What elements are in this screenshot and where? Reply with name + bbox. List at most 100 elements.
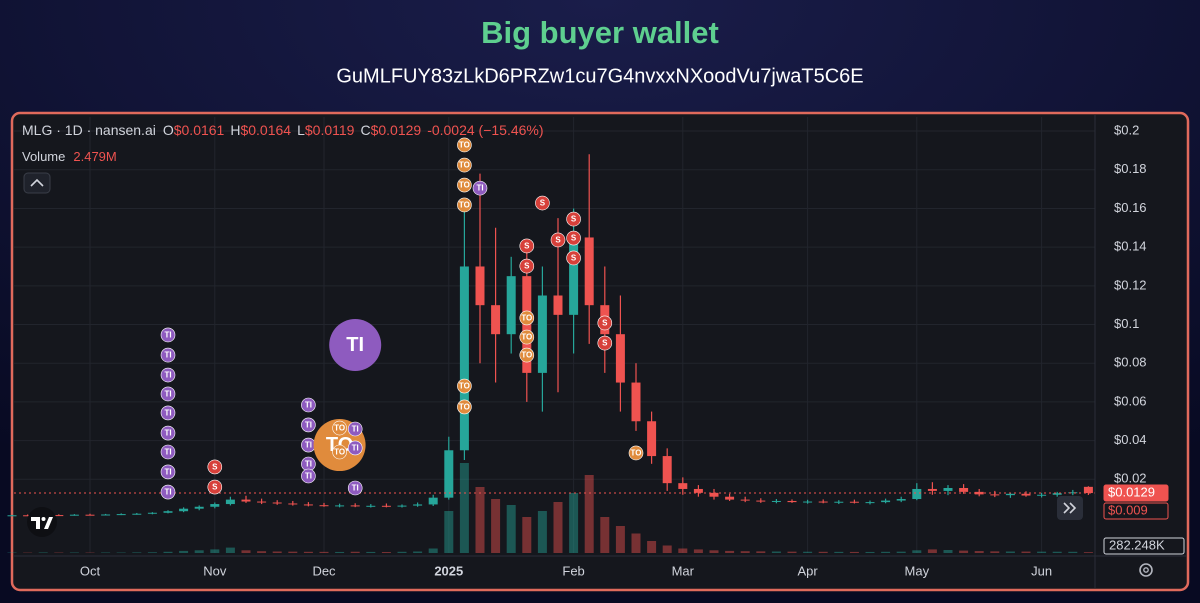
candle-body [335, 505, 345, 507]
trade-marker: TO [457, 157, 472, 173]
volume-bar [319, 551, 329, 553]
marker-dot [550, 232, 566, 248]
volume-bar [1005, 551, 1015, 553]
candle-body [631, 382, 641, 422]
volume-bar [631, 533, 641, 553]
candle-body [725, 496, 735, 500]
y-tick-label: $0.08 [1114, 355, 1147, 370]
candle-body [849, 501, 859, 503]
marker-dot [160, 444, 176, 460]
trade-marker: TI [301, 397, 316, 413]
candle-body [553, 295, 563, 315]
x-tick-label: Nov [203, 563, 227, 578]
candle-body [678, 483, 688, 489]
symbol: MLG · 1D · nansen.ai [22, 122, 156, 138]
trade-marker: TI [160, 405, 176, 421]
volume-bar [959, 550, 969, 553]
volume-bar [179, 550, 189, 553]
marker-label: TO [521, 351, 532, 360]
marker-label: TO [521, 333, 532, 342]
volume-bar [615, 526, 625, 553]
volume-bar [849, 551, 859, 553]
volume-bar [803, 551, 813, 553]
volume-bar [584, 475, 594, 553]
marker-dot [301, 417, 316, 433]
marker-label: TI [164, 409, 171, 418]
ohlc-value: $0.0119 [305, 122, 355, 138]
marker-dot [519, 258, 535, 274]
candle-body [615, 334, 625, 383]
candle-body [303, 504, 313, 506]
candle-body [959, 487, 969, 492]
marker-label: TO [521, 314, 532, 323]
ohlc-value: $0.0161 [174, 122, 225, 138]
marker-label: TI [164, 390, 171, 399]
trade-marker: TI [160, 484, 176, 500]
marker-label: S [555, 236, 561, 245]
marker-dot [566, 230, 581, 246]
marker-dot [535, 195, 550, 211]
candle-body [647, 421, 657, 457]
marker-dot [329, 319, 382, 372]
wallet-address: GuMLFUY83zLkD6PRZw1cu7G4nvxxNXoodVu7jwaT… [336, 65, 863, 87]
volume-bar [132, 552, 142, 553]
candle-body [865, 502, 875, 504]
volume-bar [272, 551, 282, 553]
marker-label: TI [164, 331, 171, 340]
y-tick-label: $0.1 [1114, 316, 1139, 331]
volume-bar [834, 551, 844, 553]
volume-bar [491, 499, 501, 553]
candle-body [381, 505, 391, 507]
trade-marker: TO [519, 310, 535, 326]
marker-label: TO [459, 201, 470, 210]
marker-dot [457, 157, 472, 173]
candle-body [693, 488, 703, 493]
marker-label: S [540, 199, 546, 208]
candle-body [132, 513, 142, 515]
marker-label: TO [459, 382, 470, 391]
y-tick-label: $0.16 [1114, 200, 1147, 215]
volume-bar [1037, 551, 1047, 553]
y-tick-label: $0.06 [1114, 393, 1147, 408]
y-tick-label: $0.02 [1114, 471, 1147, 486]
candle-body [69, 514, 79, 516]
volume-name: Volume [22, 149, 65, 164]
candle-body [163, 511, 173, 513]
candle-body [147, 512, 157, 514]
axes: $0.02 $0.04 $0.06 $0.08 $0.1 $0.12 $0.14 $0.16 $… [14, 115, 1186, 588]
candle-body [927, 488, 937, 491]
ohlc-value: $0.0164 [240, 122, 291, 138]
candle-body [491, 305, 501, 335]
collapse-button[interactable] [23, 172, 51, 194]
collapse-icon [30, 178, 44, 187]
marker-label: TI [352, 425, 359, 434]
candle-body [803, 501, 813, 503]
volume-bar [366, 551, 376, 553]
trade-marker: S [519, 238, 535, 254]
trade-marker: S [550, 232, 566, 248]
volume-bar [397, 551, 407, 553]
marker-dot [347, 480, 363, 496]
marker-dot [301, 397, 316, 413]
volume-bar [896, 551, 906, 553]
trade-marker: TI [301, 468, 316, 484]
trade-marker: TI [160, 425, 176, 441]
trade-markers: TI TI TI TI TI TI TI TI TI S S TI TI TI TI TI TO TO TO TI TI… [160, 137, 644, 500]
candle-body [896, 499, 906, 501]
volume-bar [459, 463, 469, 553]
change: -0.0024 (−15.46%) [427, 122, 543, 138]
candle-body [272, 502, 282, 504]
marker-dot [628, 445, 644, 461]
marker-dot [347, 440, 363, 456]
candle-body [350, 505, 360, 507]
trade-marker: S [207, 479, 223, 495]
volume-bar [335, 551, 345, 553]
marker-dot [457, 399, 472, 415]
marker-dot [160, 386, 176, 402]
tradingview-logo [27, 507, 57, 537]
settings-button[interactable] [1139, 563, 1153, 577]
marker-label: TO [459, 181, 470, 190]
trade-marker: S [566, 211, 581, 227]
candle-body [85, 514, 95, 516]
volume-bar [303, 551, 313, 553]
